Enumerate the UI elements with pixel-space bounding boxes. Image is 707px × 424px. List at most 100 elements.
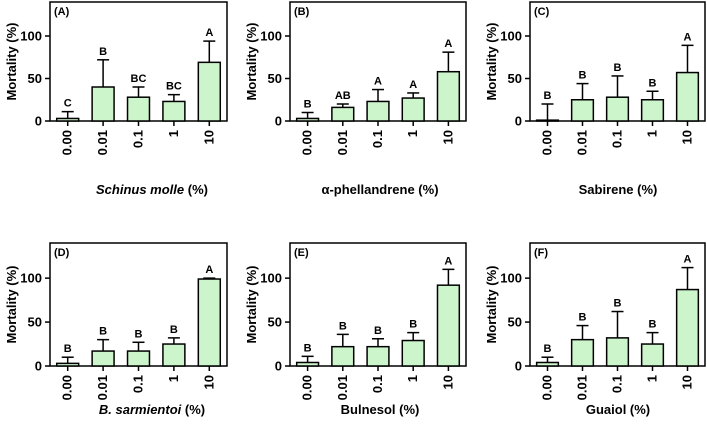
- significance-letter: B: [544, 90, 552, 102]
- significance-letter: AB: [335, 90, 351, 102]
- significance-letter: B: [64, 343, 72, 355]
- x-tick-label: 0.00: [60, 130, 75, 155]
- significance-letter: B: [374, 325, 382, 337]
- bar: [535, 361, 560, 367]
- x-tick-label: 0.01: [95, 375, 110, 400]
- significance-letter: A: [409, 79, 417, 91]
- x-axis-label: Schinus molle (%): [96, 182, 208, 197]
- y-tick-label: 100: [20, 29, 42, 44]
- significance-letter: B: [614, 62, 622, 74]
- significance-letter: A: [444, 255, 452, 267]
- bar: [55, 117, 80, 122]
- x-axis-label-text: (%): [181, 402, 205, 417]
- x-tick-label: 0.01: [335, 375, 350, 400]
- significance-letter: B: [135, 328, 143, 340]
- bar: [331, 345, 355, 367]
- x-tick-label: 1: [645, 375, 660, 382]
- x-tick-label: 1: [166, 375, 181, 382]
- x-axis-label-italic: Schinus molle: [96, 182, 184, 197]
- significance-letter: A: [444, 38, 452, 50]
- x-tick-label: 0.01: [575, 375, 590, 400]
- x-axis-label: Guaiol (%): [586, 402, 650, 417]
- x-tick-label: 0.1: [610, 375, 625, 393]
- significance-letter: B: [304, 99, 312, 111]
- x-tick-label: 10: [440, 375, 455, 389]
- significance-letter: B: [579, 70, 587, 82]
- x-tick-label: 0.00: [540, 375, 555, 400]
- bar: [436, 284, 461, 367]
- significance-letter: B: [579, 312, 587, 324]
- x-axis-label: α-phellandrene (%): [321, 182, 438, 197]
- y-axis-label: Mortality (%): [244, 23, 259, 101]
- bar: [295, 361, 320, 367]
- bar: [640, 343, 665, 367]
- bar: [570, 338, 595, 367]
- bar: [91, 86, 115, 122]
- panel-label: (D): [54, 247, 70, 259]
- y-axis-label: Mortality (%): [484, 266, 499, 344]
- significance-letter: BC: [166, 81, 182, 93]
- bar: [162, 100, 186, 122]
- significance-letter: A: [684, 254, 692, 266]
- x-axis-label: Bulnesol (%): [341, 402, 420, 417]
- y-tick-label: 50: [268, 71, 282, 86]
- y-tick-label: 100: [260, 271, 282, 286]
- significance-letter: B: [544, 343, 552, 355]
- x-tick-label: 0.1: [370, 130, 385, 148]
- x-tick-label: 0.1: [131, 130, 146, 148]
- x-tick-label: 1: [645, 130, 660, 137]
- significance-letter: B: [99, 326, 107, 338]
- x-tick-label: 10: [680, 130, 695, 144]
- bar: [605, 96, 630, 122]
- significance-letter: B: [614, 298, 622, 310]
- x-axis-label-text: Sabirene (%): [579, 182, 658, 197]
- significance-letter: B: [649, 77, 657, 89]
- panel-label: (C): [534, 6, 550, 18]
- bar: [366, 100, 390, 122]
- bar: [91, 350, 115, 367]
- significance-letter: A: [205, 264, 213, 276]
- y-tick-label: 0: [35, 114, 42, 129]
- x-axis-label: Sabirene (%): [579, 182, 658, 197]
- y-tick-label: 100: [500, 29, 522, 44]
- panel-label: (E): [294, 247, 309, 259]
- bar: [295, 117, 320, 122]
- significance-letter: BC: [131, 73, 147, 85]
- bar: [126, 96, 151, 122]
- y-tick-label: 0: [275, 114, 282, 129]
- x-axis-label: B. sarmientoi (%): [99, 402, 205, 417]
- panel-label: (B): [294, 6, 310, 18]
- x-tick-label: 0.1: [610, 130, 625, 148]
- bar: [436, 70, 461, 122]
- significance-letter: B: [409, 319, 417, 331]
- y-tick-label: 100: [500, 271, 522, 286]
- x-axis-label-text: Bulnesol (%): [341, 402, 420, 417]
- bar: [197, 61, 222, 122]
- significance-letter: A: [684, 31, 692, 43]
- bar: [366, 345, 390, 367]
- x-tick-label: 0.01: [95, 130, 110, 155]
- x-tick-label: 10: [680, 375, 695, 389]
- y-tick-label: 0: [35, 359, 42, 374]
- y-tick-label: 0: [515, 114, 522, 129]
- significance-letter: B: [99, 46, 107, 58]
- significance-letter: B: [339, 320, 347, 332]
- significance-letter: B: [170, 324, 178, 336]
- y-tick-label: 100: [20, 271, 42, 286]
- bar: [675, 71, 700, 122]
- bar: [675, 288, 700, 367]
- bar: [55, 362, 80, 367]
- y-axis-label: Mortality (%): [4, 23, 19, 101]
- x-tick-label: 0.1: [370, 375, 385, 393]
- y-tick-label: 0: [515, 359, 522, 374]
- x-tick-label: 0.1: [131, 375, 146, 393]
- x-tick-label: 0.00: [300, 130, 315, 155]
- bar: [640, 99, 665, 122]
- bar: [401, 97, 425, 122]
- significance-letter: A: [205, 27, 213, 39]
- x-tick-label: 0.01: [335, 130, 350, 155]
- x-axis-label-text: (%): [184, 182, 208, 197]
